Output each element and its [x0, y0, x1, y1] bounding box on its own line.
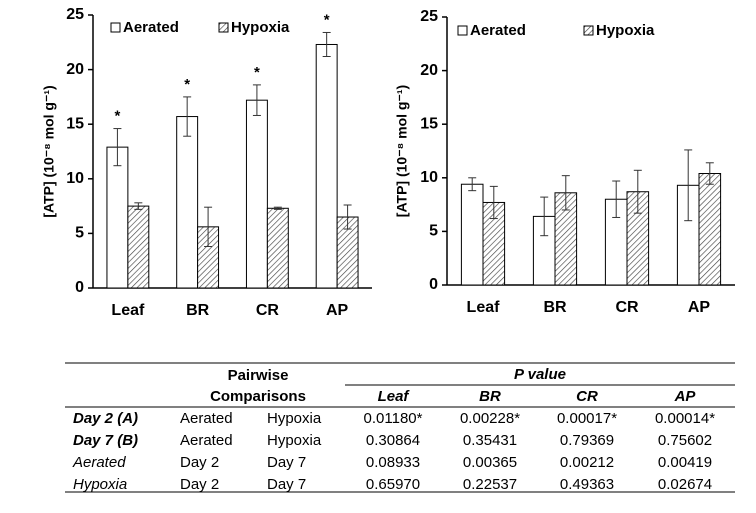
bar	[315, 43, 338, 289]
legend-label: Aerated	[123, 19, 179, 36]
y-tick-label: 5	[75, 225, 84, 242]
table-cell: 0.75602	[658, 432, 712, 449]
y-tick-label: 20	[420, 62, 438, 79]
error-bar	[134, 202, 143, 210]
x-tick-label: AP	[688, 299, 711, 316]
y-tick-label: 0	[429, 276, 438, 293]
table-column-header: Leaf	[378, 388, 411, 405]
table-cell: 0.00419	[658, 454, 712, 471]
error-bar	[252, 84, 261, 116]
y-tick-label: 25	[420, 8, 438, 25]
y-tick-label: 0	[75, 279, 84, 296]
y-tick-label: 10	[420, 169, 438, 186]
error-bar	[489, 185, 498, 220]
table-cell: 0.00365	[463, 454, 517, 471]
x-tick-label: Leaf	[111, 302, 145, 319]
x-tick-label: CR	[256, 302, 280, 319]
y-tick-label: 15	[66, 115, 84, 132]
bar	[460, 183, 484, 286]
x-tick-label: AP	[326, 302, 349, 319]
y-axis-label: [ATP] (10⁻⁸ mol g⁻¹)	[394, 85, 410, 217]
legend-swatch	[583, 25, 594, 36]
error-bar	[561, 175, 570, 211]
bar	[266, 207, 289, 289]
table-cell: 0.35431	[463, 432, 517, 449]
error-bar	[705, 162, 714, 185]
y-tick-label: 25	[66, 6, 84, 23]
table-cell: 0.79369	[560, 432, 614, 449]
table-cell: 0.01180*	[364, 410, 423, 427]
significance-marker: *	[184, 76, 190, 93]
table-cell: 0.65970	[366, 476, 420, 493]
table-cell: 0.30864	[366, 432, 420, 449]
legend-label: Hypoxia	[231, 19, 290, 36]
legend-swatch	[457, 25, 468, 36]
significance-marker: *	[114, 108, 120, 125]
table-column-header: BR	[479, 388, 501, 405]
y-tick-label: 15	[420, 115, 438, 132]
x-tick-label: BR	[543, 299, 567, 316]
table-cell: 0.02674	[658, 476, 712, 493]
table-cell: 0.08933	[366, 454, 420, 471]
error-bar	[273, 206, 282, 210]
error-bar	[183, 96, 192, 137]
table-header: Comparisons	[210, 388, 306, 405]
table-cell: Day 2	[180, 454, 219, 471]
error-bar	[612, 180, 621, 218]
table-cell: Hypoxia	[267, 432, 322, 449]
table-cell: Day 2	[180, 476, 219, 493]
table-cell: 0.22537	[463, 476, 517, 493]
table-cell: Day 7	[267, 454, 306, 471]
table-cell: Aerated	[180, 432, 233, 449]
significance-marker: *	[254, 64, 260, 81]
y-tick-label: 10	[66, 170, 84, 187]
row-label: Day 7 (B)	[73, 432, 138, 449]
legend-label: Hypoxia	[596, 22, 655, 39]
row-label: Day 2 (A)	[73, 410, 138, 427]
error-bar	[343, 204, 352, 230]
table-cell: 0.00212	[560, 454, 614, 471]
table-column-header: CR	[576, 388, 598, 405]
table-header: P value	[514, 366, 566, 383]
error-bar	[322, 31, 331, 57]
error-bar	[684, 149, 693, 222]
x-tick-label: Leaf	[467, 299, 501, 316]
y-tick-label: 5	[429, 223, 438, 240]
bar	[245, 99, 268, 289]
x-tick-label: BR	[186, 302, 210, 319]
legend-swatch	[110, 22, 121, 33]
table-cell: Aerated	[180, 410, 233, 427]
x-tick-label: CR	[615, 299, 639, 316]
bar	[127, 205, 150, 289]
error-bar	[540, 196, 549, 237]
bar	[176, 116, 199, 289]
y-axis-label: [ATP] (10⁻⁸ mol g⁻¹)	[41, 85, 57, 217]
row-label: Hypoxia	[73, 476, 127, 493]
y-tick-label: 20	[66, 61, 84, 78]
table-cell: 0.00017*	[557, 410, 617, 427]
row-label: Aerated	[72, 454, 126, 471]
error-bar	[204, 206, 213, 248]
table-column-header: AP	[674, 388, 697, 405]
table-cell: Day 7	[267, 476, 306, 493]
bar	[698, 173, 722, 286]
table-header: Pairwise	[228, 367, 289, 384]
error-bar	[113, 128, 122, 167]
error-bar	[468, 177, 477, 192]
table-cell: 0.00014*	[655, 410, 715, 427]
legend-swatch	[218, 22, 229, 33]
table-cell: 0.00228*	[460, 410, 520, 427]
legend-label: Aerated	[470, 22, 526, 39]
table-cell: Hypoxia	[267, 410, 322, 427]
table-cell: 0.49363	[560, 476, 614, 493]
significance-marker: *	[324, 11, 330, 28]
bar	[106, 146, 129, 289]
error-bar	[633, 169, 642, 214]
